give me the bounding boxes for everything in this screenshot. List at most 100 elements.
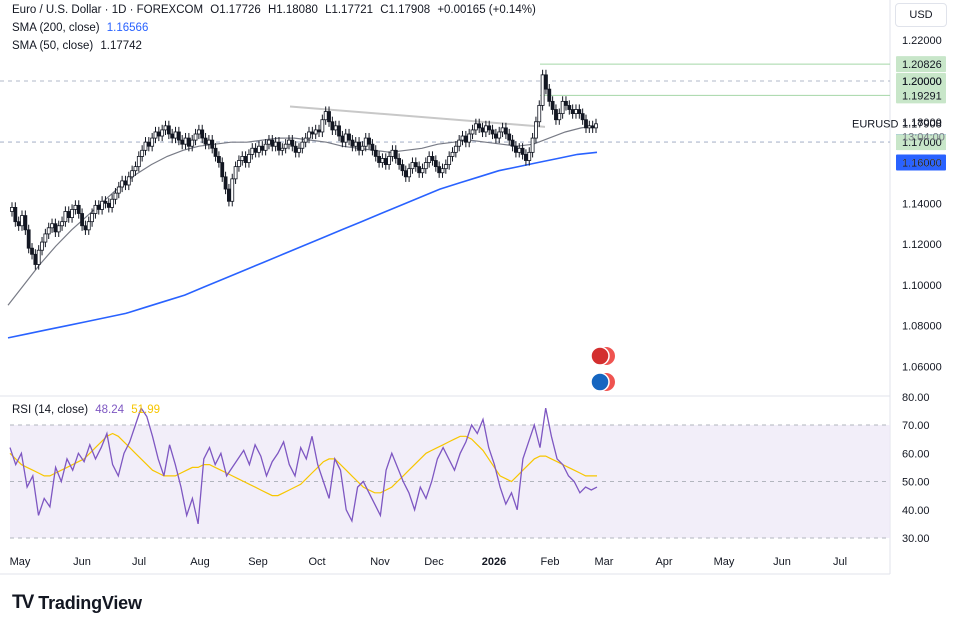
brand-name: TradingView [38,592,142,613]
candle-body [93,204,98,214]
candle-body [130,170,135,178]
candle-body [163,125,168,131]
candle-body [594,123,598,129]
time-tick-label: Mar [595,556,614,568]
candle-body [140,149,145,157]
candle-body [126,176,131,186]
candle-body [390,149,395,157]
candle-body [400,164,405,172]
candle-body [120,180,125,188]
candle-body [33,253,38,265]
candle-body [487,125,492,131]
rsi-label: RSI (14, close) [12,404,89,416]
candle-body [564,100,568,106]
price-level-tag [896,56,946,73]
sma50-legend[interactable]: SMA (50, close) 1.17742 [12,40,146,52]
candle-body [237,160,241,168]
candle-body [440,168,445,174]
candle-body [166,125,171,135]
candle-body [313,129,318,135]
rsi-ma-value: 51.99 [131,404,161,416]
candle-body [317,129,321,133]
candle-body [267,139,271,145]
candle-body [360,145,365,151]
candle-body [483,125,488,133]
candle-body [13,207,18,223]
candle-body [30,247,34,255]
candle-body [240,156,245,161]
candle-body [20,215,24,227]
candle-body [560,100,565,115]
candle-body [534,121,538,139]
candle-body [453,145,458,153]
candle-body [96,204,101,210]
price-tick-label: 1.18000 [902,117,942,129]
price-tick-label: 1.12000 [902,239,942,251]
candle-body [567,105,572,110]
candle-body [554,109,558,121]
price-tick-label: 1.14000 [902,198,942,210]
candle-body [80,213,84,227]
currency-button[interactable]: USD [895,3,947,27]
candle-body [203,137,208,145]
candle-body [63,211,68,223]
candle-body [257,145,261,153]
candle-body [340,135,345,143]
price-level-label: 1.17000 [902,137,942,149]
sma50-label: SMA (50, close) [12,40,94,52]
candle-body [397,158,402,165]
price-level-label: 1.20000 [902,76,942,88]
rsi-tick-label: 40.00 [902,505,930,517]
change-value: +0.00165 (+0.14%) [437,4,536,16]
candle-body [293,145,298,153]
candle-body [477,123,482,129]
candle-body [520,147,525,155]
candle-body [233,166,238,180]
candle-body [110,198,115,208]
candle-body [537,105,542,123]
candle-body [153,131,158,139]
tradingview-logo: TV TradingView [12,592,142,614]
candle-body [433,160,438,168]
candle-body [387,156,391,165]
price-tick-label: 1.22000 [902,35,942,47]
candle-body [297,147,301,153]
candle-body [196,129,201,135]
price-tick-label: 1.10000 [902,280,942,292]
rsi-tick-label: 50.00 [902,477,930,489]
candle-body [73,204,78,210]
price-level-label: 1.19291 [902,90,942,102]
candle-body [580,113,585,121]
candle-body [283,143,288,149]
candle-body [213,147,218,157]
rsi-legend[interactable]: RSI (14, close) 48.24 51.99 [12,404,164,416]
candle-body [200,129,205,139]
candle-body [383,158,388,165]
candle-body [193,133,198,141]
candle-body [320,119,325,133]
candle-body [423,162,428,170]
candle-body [23,215,28,231]
rsi-tick-label: 60.00 [902,448,930,460]
candle-body [83,225,88,231]
candle-body [310,131,315,135]
candle-body [587,125,592,129]
candle-body [347,133,351,141]
candle-body [26,229,31,249]
candle-body [510,139,515,147]
candle-body [90,213,94,223]
candle-body [206,139,211,145]
candle-body [53,223,58,233]
candle-body [180,139,185,145]
candle-body [170,133,175,139]
candle-body [417,166,422,174]
sma200-legend[interactable]: SMA (200, close) 1.16566 [12,22,152,34]
price-tick-label: 1.20000 [902,76,942,88]
candle-body [76,204,81,214]
candle-body [160,129,165,137]
candle-body [253,147,258,153]
time-tick-label: Jun [773,556,791,568]
candle-body [574,109,578,115]
